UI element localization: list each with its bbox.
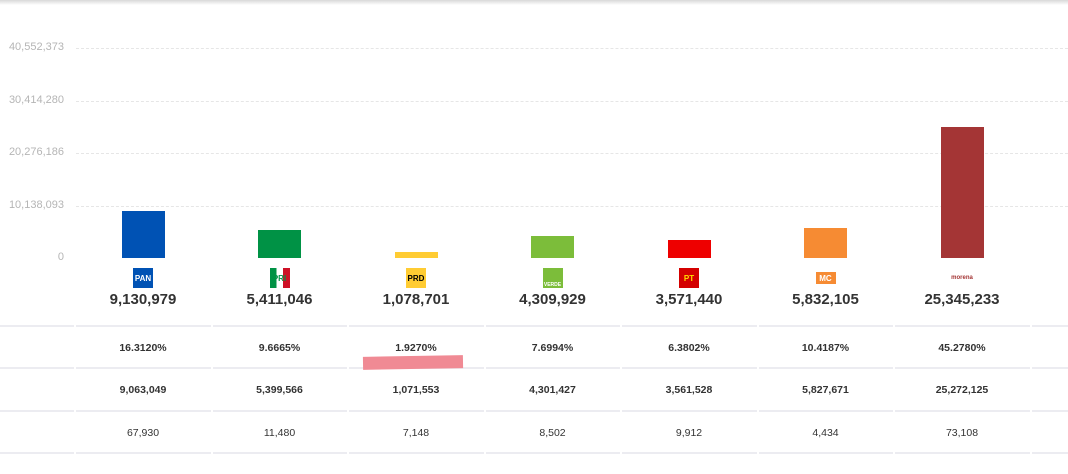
y-tick-label: 10,138,093 bbox=[8, 198, 64, 211]
column-separator bbox=[483, 320, 486, 460]
count-cell: 9,912 bbox=[675, 427, 703, 439]
percent-cell: 1.9270% bbox=[395, 342, 437, 354]
bar-mc[interactable] bbox=[804, 227, 847, 258]
bar-prd[interactable] bbox=[394, 252, 438, 258]
bar-verde[interactable] bbox=[531, 235, 574, 258]
bar-pan[interactable] bbox=[121, 210, 165, 258]
percent-cell: 7.6994% bbox=[531, 342, 574, 354]
vote-total-label: 5,411,046 bbox=[246, 291, 313, 308]
vote-total-label: 1,078,701 bbox=[382, 291, 450, 308]
table-divider bbox=[0, 325, 1068, 327]
gridline bbox=[76, 100, 1068, 102]
bar-pt[interactable] bbox=[667, 239, 711, 258]
party-logo-pt-icon: PT bbox=[679, 268, 699, 288]
table-divider bbox=[0, 452, 1068, 454]
party-logo-mc-icon: MC bbox=[815, 272, 836, 284]
gridline bbox=[76, 153, 1068, 154]
column-separator bbox=[893, 320, 895, 460]
column-separator bbox=[756, 320, 759, 460]
gridline bbox=[76, 48, 1068, 49]
y-tick-label: 0 bbox=[57, 251, 64, 263]
count-cell: 4,434 bbox=[812, 427, 839, 439]
percent-cell: 45.2780% bbox=[938, 342, 986, 354]
percent-cell: 16.3120% bbox=[119, 342, 167, 354]
count-cell: 8,502 bbox=[539, 427, 566, 439]
y-tick-label: 20,276,186 bbox=[8, 146, 64, 158]
party-logo-pan-icon: PAN bbox=[133, 268, 153, 288]
percent-cell: 10.4187% bbox=[801, 342, 850, 354]
percent-cell: 6.3802% bbox=[668, 342, 710, 354]
table-divider bbox=[0, 410, 1068, 412]
party-logo-verde-icon: VERDE bbox=[542, 268, 563, 288]
vote-total-label: 9,130,979 bbox=[109, 291, 177, 308]
count-cell: 73,108 bbox=[945, 427, 979, 439]
party-logo-morena-icon: morena bbox=[947, 268, 977, 288]
votes-cell: 5,399,566 bbox=[256, 384, 303, 396]
vote-total-label: 4,309,929 bbox=[519, 291, 586, 308]
bar-morena[interactable] bbox=[940, 126, 984, 258]
votes-cell: 5,827,671 bbox=[802, 384, 849, 396]
votes-cell: 3,561,528 bbox=[665, 384, 713, 396]
count-cell: 7,148 bbox=[402, 427, 430, 439]
gridline bbox=[76, 205, 1068, 207]
party-logo-pri-icon: PRI bbox=[269, 268, 290, 288]
count-cell: 67,930 bbox=[126, 427, 160, 439]
column-separator bbox=[210, 320, 213, 460]
votes-cell: 9,063,049 bbox=[119, 384, 167, 396]
y-tick-label: 40,552,373 bbox=[8, 41, 64, 53]
column-separator bbox=[347, 320, 349, 460]
vote-total-label: 3,571,440 bbox=[655, 291, 723, 308]
votes-cell: 25,272,125 bbox=[935, 384, 989, 396]
column-separator bbox=[620, 320, 622, 460]
y-tick-label: 30,414,280 bbox=[8, 93, 64, 106]
table-divider bbox=[0, 367, 1068, 369]
vote-total-label: 25,345,233 bbox=[924, 291, 1000, 308]
column-separator bbox=[74, 320, 76, 460]
party-logo-prd-icon: PRD bbox=[406, 268, 426, 288]
count-cell: 11,480 bbox=[263, 427, 296, 439]
percent-cell: 9.6665% bbox=[258, 342, 301, 354]
votes-cell: 1,071,553 bbox=[392, 384, 440, 396]
votes-cell: 4,301,427 bbox=[529, 384, 576, 396]
bar-pri[interactable] bbox=[258, 229, 301, 258]
column-separator bbox=[1029, 320, 1032, 460]
highlight-mark bbox=[362, 355, 464, 370]
top-shadow bbox=[0, 0, 1068, 5]
vote-total-label: 5,832,105 bbox=[792, 291, 859, 308]
